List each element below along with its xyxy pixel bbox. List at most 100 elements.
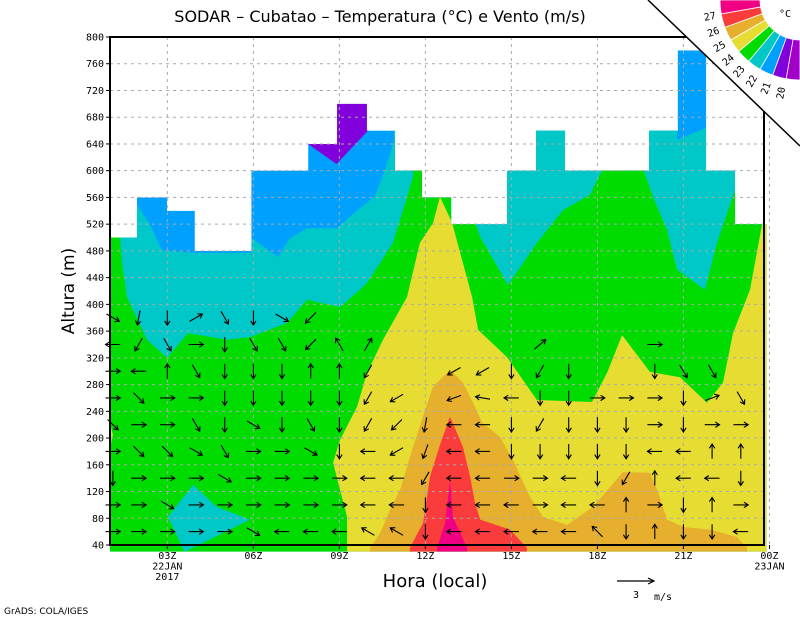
wind-vector xyxy=(160,421,176,428)
colorbar-label: 26 xyxy=(706,26,721,40)
wind-vector xyxy=(303,501,320,509)
wind-vector xyxy=(651,523,658,539)
y-tick-label: 800 xyxy=(86,33,104,44)
wind-vector xyxy=(164,310,171,327)
wind-vector xyxy=(389,393,404,403)
wind-vector xyxy=(536,444,544,460)
wind-vector xyxy=(278,363,286,380)
wind-vector xyxy=(651,469,658,486)
y-tick-label: 80 xyxy=(92,514,104,525)
wind-vector xyxy=(106,313,121,323)
wind-vector xyxy=(445,421,462,428)
wind-vector xyxy=(332,475,348,482)
wind-vector xyxy=(704,421,721,428)
wind-vector xyxy=(105,394,122,402)
wind-vector xyxy=(646,448,663,455)
y-tick-label: 520 xyxy=(86,220,104,231)
wind-vector xyxy=(560,475,577,482)
wind-vector xyxy=(131,421,148,428)
x-tick-label: 2017 xyxy=(155,572,179,583)
wind-vector xyxy=(421,444,429,460)
wind-vector xyxy=(594,444,601,460)
colorbar-label: 20 xyxy=(775,86,788,100)
wind-vector xyxy=(160,394,176,402)
region-above-27C xyxy=(437,480,467,552)
wind-vector xyxy=(420,471,430,486)
wind-vector xyxy=(508,417,515,434)
wind-vector xyxy=(622,417,630,434)
wind-vector xyxy=(565,363,572,380)
wind-vector xyxy=(188,475,205,482)
wind-vector xyxy=(421,417,428,434)
wind-vector xyxy=(246,448,262,455)
colorbar-divider xyxy=(647,0,800,147)
wind-vector xyxy=(302,528,319,535)
wind-vector xyxy=(502,501,519,509)
colorbar-label: 27 xyxy=(703,11,717,24)
wind-vector xyxy=(249,337,258,352)
wind-vector xyxy=(622,524,630,541)
wind-vector xyxy=(675,475,691,482)
wind-vector xyxy=(732,528,749,535)
wind-vector xyxy=(389,527,404,536)
wind-vector xyxy=(221,337,228,353)
wind-vector xyxy=(535,418,545,432)
wind-vector xyxy=(474,394,491,401)
y-tick-label: 720 xyxy=(86,86,104,97)
wind-vector xyxy=(360,527,375,536)
wind-vector xyxy=(594,470,601,487)
wind-vector xyxy=(336,417,343,434)
wind-vector xyxy=(105,528,122,535)
y-tick-label: 320 xyxy=(86,353,104,364)
wind-vector xyxy=(220,311,230,325)
wind-vector xyxy=(446,367,461,376)
wind-vector xyxy=(188,394,205,402)
reference-arrow xyxy=(617,577,656,585)
x-tick-label: 09Z xyxy=(330,551,348,562)
wind-vector xyxy=(534,339,547,350)
reference-unit: m/s xyxy=(654,592,672,603)
wind-vector xyxy=(246,527,261,537)
wind-vector xyxy=(217,501,234,509)
wind-vector xyxy=(188,528,205,535)
wind-vector xyxy=(708,524,716,541)
wind-vector xyxy=(591,525,603,538)
colorbar-unit: °C xyxy=(779,9,791,20)
wind-vector xyxy=(647,341,664,348)
wind-vector xyxy=(359,501,376,509)
wind-vector xyxy=(680,497,687,514)
wind-vector xyxy=(161,445,174,458)
wind-vector xyxy=(705,393,720,402)
wind-vector xyxy=(475,367,490,376)
wind-vector xyxy=(651,363,658,380)
wind-vector xyxy=(131,475,148,482)
wind-vector xyxy=(221,390,228,407)
x-tick-label: 21Z xyxy=(674,551,692,562)
wind-vector xyxy=(502,528,519,535)
wind-vector xyxy=(134,310,142,327)
wind-vector xyxy=(422,497,429,514)
wind-vector xyxy=(304,447,318,456)
wind-vectors xyxy=(104,310,750,541)
x-tick-label: 22JAN xyxy=(152,562,182,573)
wind-vector xyxy=(708,442,716,459)
y-tick-label: 200 xyxy=(86,434,104,445)
wind-vector xyxy=(594,417,601,434)
wind-vector xyxy=(336,390,343,407)
y-tick-label: 560 xyxy=(86,193,104,204)
y-axis-label: Altura (m) xyxy=(59,248,79,334)
wind-vector xyxy=(221,363,228,380)
wind-vector xyxy=(733,501,750,509)
wind-vector xyxy=(250,390,257,407)
grid-lines xyxy=(110,36,770,546)
y-tick-label: 280 xyxy=(86,380,104,391)
wind-vector xyxy=(560,528,577,535)
y-tick-label: 400 xyxy=(86,300,104,311)
wind-vector xyxy=(278,390,286,407)
x-tick-label: 12Z xyxy=(416,551,434,562)
wind-vector xyxy=(445,528,462,535)
wind-vector xyxy=(680,417,687,434)
wind-vector xyxy=(621,471,631,486)
wind-vector xyxy=(304,338,317,351)
